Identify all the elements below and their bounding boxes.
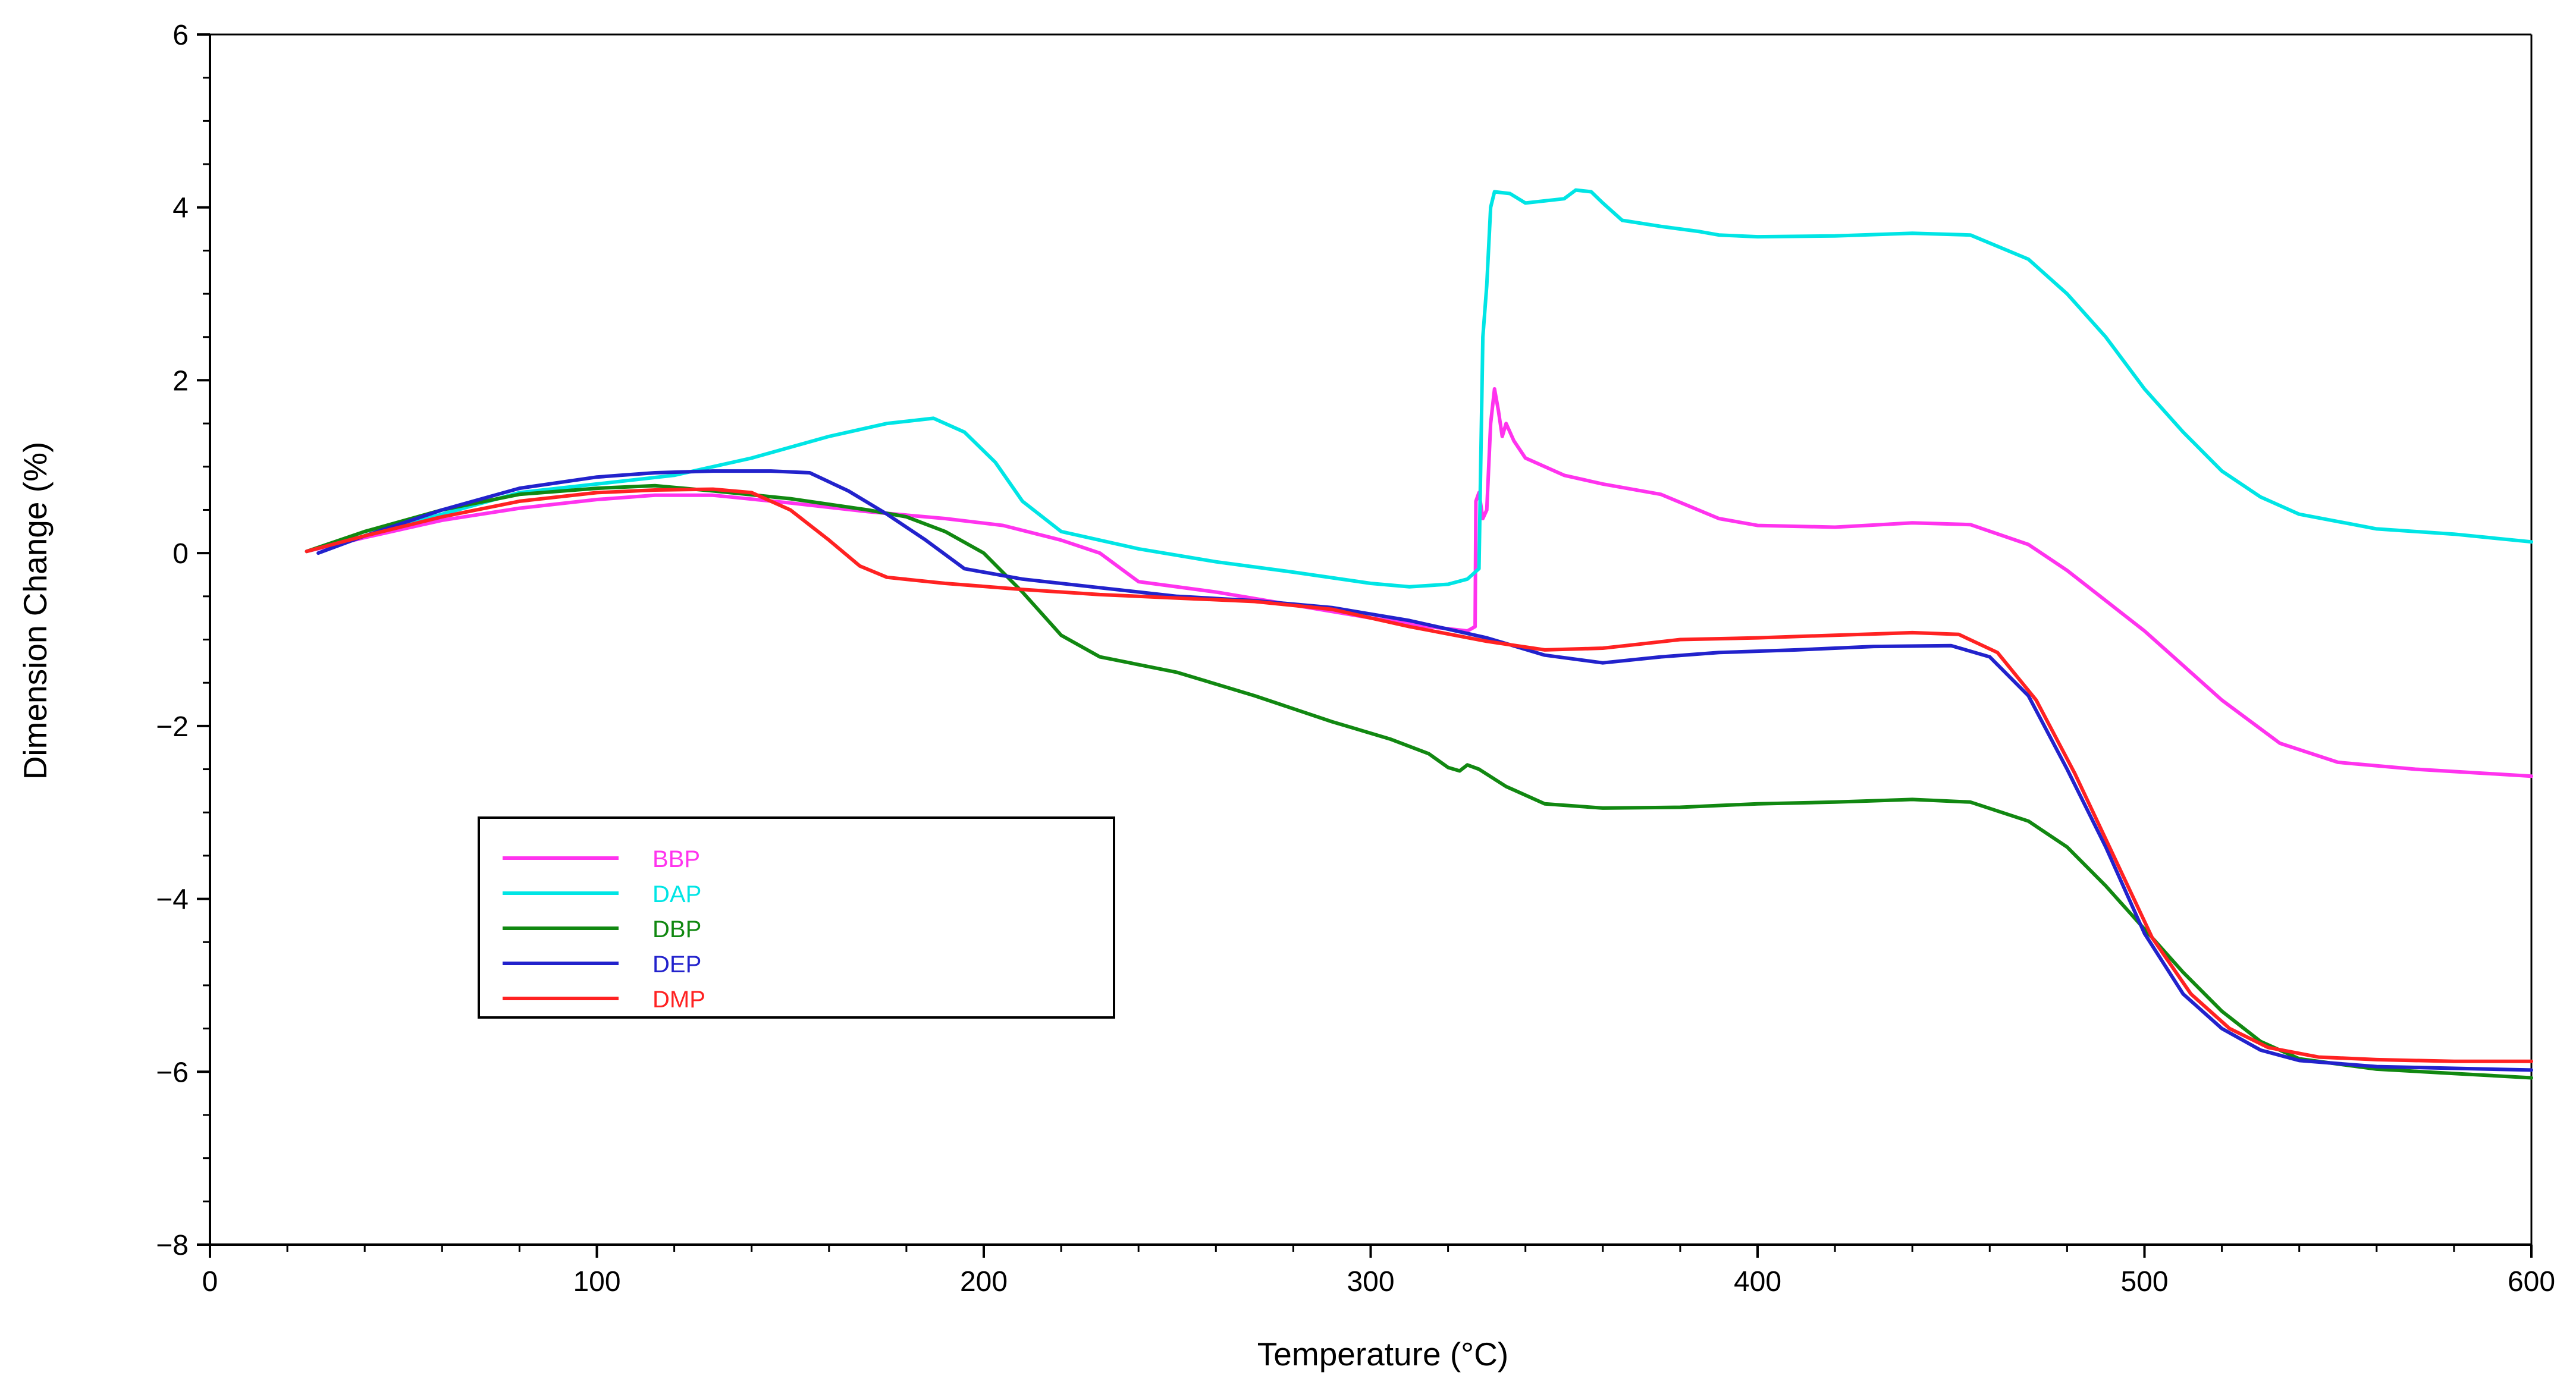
y-tick-label: −8 bbox=[156, 1230, 189, 1261]
x-tick-label: 200 bbox=[960, 1266, 1008, 1298]
series-line-dap bbox=[305, 188, 2533, 589]
legend: BBP DAP DBP DEP DMP bbox=[478, 816, 1115, 1019]
series-line-bbp bbox=[305, 387, 2533, 778]
legend-label-dmp: DMP bbox=[652, 987, 705, 1013]
x-tick-label: 100 bbox=[573, 1266, 620, 1298]
legend-label-dep: DEP bbox=[652, 951, 701, 978]
y-axis-title: Dimension Change (%) bbox=[17, 442, 54, 780]
y-tick-label: −2 bbox=[156, 711, 189, 743]
series-line-dep bbox=[316, 469, 2533, 1072]
y-tick-label: 2 bbox=[172, 365, 189, 397]
legend-label-bbp: BBP bbox=[652, 846, 700, 872]
y-tick-label: −6 bbox=[156, 1057, 189, 1088]
x-tick-label: 400 bbox=[1734, 1266, 1781, 1298]
series-layer bbox=[305, 188, 2533, 1080]
y-tick-label: −4 bbox=[156, 884, 189, 916]
legend-box bbox=[478, 816, 1115, 1019]
x-tick-label: 0 bbox=[202, 1266, 218, 1298]
y-tick-label: 6 bbox=[172, 20, 189, 51]
legend-items: BBP DAP DBP DEP DMP bbox=[503, 846, 705, 1013]
legend-label-dbp: DBP bbox=[652, 916, 701, 943]
axes-layer: 0 100 200 300 400 500 600 −8 −6 −4 −2 0 2 4 6 bbox=[156, 20, 2555, 1298]
y-tick-label: 4 bbox=[172, 193, 189, 224]
y-tick-label: 0 bbox=[172, 538, 189, 570]
series-line-dmp bbox=[305, 487, 2533, 1063]
x-tick-label: 500 bbox=[2120, 1266, 2168, 1298]
x-tick-label: 600 bbox=[2508, 1266, 2555, 1298]
x-tick-label: 300 bbox=[1347, 1266, 1394, 1298]
x-axis-title: Temperature (°C) bbox=[1257, 1336, 1508, 1372]
legend-label-dap: DAP bbox=[652, 881, 701, 907]
